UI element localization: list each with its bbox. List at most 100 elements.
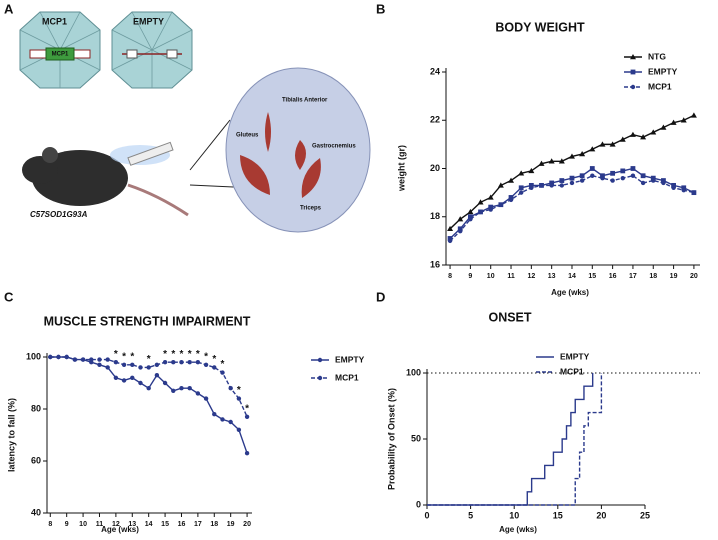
promoter — [126, 49, 138, 59]
marker — [162, 360, 168, 365]
muscle-label: Gluteus — [236, 133, 259, 139]
marker — [130, 375, 135, 380]
marker — [590, 173, 595, 178]
x-tick-label: 15 — [553, 510, 563, 520]
marker — [518, 185, 524, 191]
marker — [236, 396, 242, 401]
x-tick-label: 0 — [424, 510, 429, 520]
y-tick-label: 80 — [31, 403, 41, 413]
marker — [220, 370, 225, 375]
y-tick-label: 40 — [31, 507, 41, 517]
y-tick-label: 100 — [406, 367, 421, 377]
marker — [477, 199, 484, 205]
marker — [467, 208, 474, 215]
marker — [569, 180, 575, 186]
marker — [518, 190, 524, 195]
marker — [650, 175, 656, 181]
muscle-label: Gastrocnemius — [312, 144, 356, 150]
marker — [548, 158, 555, 164]
marker — [589, 166, 595, 171]
marker — [629, 131, 636, 137]
x-tick-label: 15 — [588, 273, 596, 280]
panel-label: D — [376, 289, 385, 304]
x-tick-label: 15 — [161, 521, 169, 528]
marker — [630, 166, 636, 171]
marker — [559, 183, 565, 188]
legend-label: NTG — [648, 51, 666, 61]
marker — [89, 357, 94, 362]
marker — [187, 360, 192, 365]
marker — [661, 178, 666, 183]
panel-label: B — [376, 1, 385, 16]
x-tick-label: 17 — [629, 273, 637, 280]
marker — [640, 180, 646, 186]
annotation: * — [122, 351, 126, 362]
panel-label: A — [4, 1, 14, 16]
series-line — [50, 356, 248, 454]
mouse-head — [22, 156, 58, 184]
legend-label: MCP1 — [335, 372, 359, 382]
marker — [244, 451, 250, 456]
marker — [212, 412, 217, 417]
marker — [179, 386, 184, 391]
marker — [579, 173, 585, 179]
marker — [610, 170, 616, 176]
annotation: * — [130, 351, 134, 362]
legend-label: MCP1 — [648, 81, 672, 91]
marker — [630, 173, 636, 178]
marker — [559, 178, 565, 183]
vector-label: MCP1 — [42, 16, 67, 26]
x-tick-label: 8 — [448, 273, 452, 280]
x-tick-label: 8 — [48, 521, 52, 528]
marker — [498, 202, 504, 207]
y-tick-label: 0 — [416, 499, 421, 509]
marker — [568, 153, 575, 159]
marker — [670, 119, 677, 125]
annotation: * — [163, 349, 167, 360]
marker — [619, 136, 626, 142]
marker — [244, 414, 250, 419]
zoom-line — [189, 119, 231, 171]
marker — [146, 365, 151, 370]
y-tick-label: 16 — [430, 259, 440, 269]
x-tick-label: 13 — [128, 521, 136, 528]
marker — [620, 175, 625, 181]
legend-marker — [630, 69, 636, 75]
muscle — [265, 112, 271, 152]
marker — [64, 354, 69, 360]
marker — [154, 362, 160, 367]
marker — [97, 357, 102, 362]
marker — [497, 182, 504, 188]
y-tick-label: 24 — [430, 66, 440, 76]
legend-label: MCP1 — [560, 366, 584, 376]
x-tick-label: 16 — [178, 521, 186, 528]
series-line — [449, 114, 695, 230]
series-line — [427, 373, 594, 506]
muscle — [295, 140, 306, 170]
legend-marker — [317, 375, 323, 381]
marker — [220, 417, 225, 422]
y-tick-label: 100 — [26, 351, 41, 361]
marker — [478, 209, 483, 215]
mouse-tail — [127, 183, 189, 217]
x-axis-label: Age (wks) — [101, 525, 139, 534]
marker — [691, 190, 697, 195]
y-axis-label: weight (gr) — [396, 145, 406, 192]
marker — [228, 419, 233, 425]
marker — [488, 207, 493, 212]
marker — [113, 360, 119, 365]
marker — [640, 134, 647, 140]
marker — [80, 357, 86, 362]
marker — [138, 380, 143, 386]
legend-label: EMPTY — [648, 66, 678, 76]
marker — [195, 360, 201, 365]
marker — [468, 216, 473, 222]
annotation: * — [212, 354, 216, 365]
marker — [539, 183, 544, 188]
marker — [56, 354, 61, 360]
y-tick-label: 20 — [430, 163, 440, 173]
marker — [508, 177, 515, 183]
annotation: * — [221, 359, 225, 370]
marker — [660, 124, 667, 130]
marker — [187, 386, 192, 391]
